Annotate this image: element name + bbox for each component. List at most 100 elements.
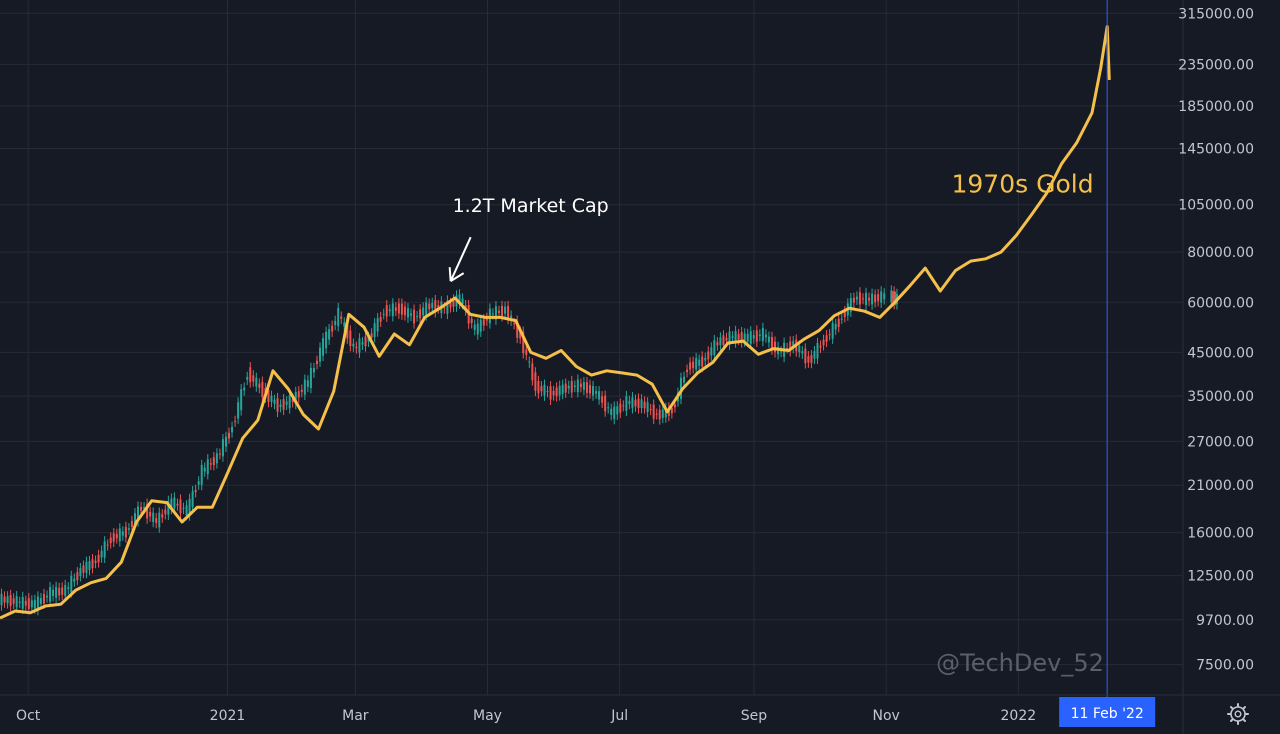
candle-body	[743, 333, 746, 342]
candle-body	[871, 293, 874, 305]
candle-body	[634, 399, 637, 407]
candle-body	[686, 369, 689, 373]
candle-body	[355, 346, 358, 349]
candle-body	[70, 575, 73, 593]
candle-body	[610, 408, 613, 416]
gear-icon[interactable]	[1227, 703, 1249, 725]
candle-body	[279, 404, 282, 408]
candle-body	[707, 351, 710, 360]
candle-body	[780, 351, 783, 353]
candle-body	[406, 308, 409, 318]
candle-body	[164, 509, 167, 515]
candle-body	[179, 499, 182, 514]
candle-body	[828, 334, 831, 336]
candle-body	[400, 303, 403, 315]
candle-body	[652, 404, 655, 419]
candle-body	[482, 319, 485, 326]
candle-body	[143, 507, 146, 509]
candle-body	[127, 528, 130, 530]
candle-body	[598, 391, 601, 400]
candle-body	[582, 382, 585, 390]
candle-body	[758, 334, 761, 336]
candle-body	[252, 375, 255, 382]
candle-body	[237, 402, 240, 419]
y-tick-label: 45000.00	[1187, 345, 1254, 361]
candle-body	[894, 296, 897, 301]
x-tick-label: Sep	[741, 708, 768, 724]
candle-body	[15, 596, 18, 608]
candle-body	[306, 380, 309, 387]
candle-body	[531, 363, 534, 381]
candle-body	[485, 317, 488, 321]
candle-body	[379, 316, 382, 322]
candle-body	[883, 293, 886, 300]
candle-body	[300, 389, 303, 392]
candle-body	[194, 489, 197, 493]
candle-body	[825, 335, 828, 342]
candle-body	[361, 342, 364, 345]
y-tick-label: 315000.00	[1178, 6, 1254, 22]
candle-body	[397, 303, 400, 314]
y-tick-label: 7500.00	[1196, 658, 1254, 674]
candle-body	[303, 379, 306, 395]
candle-body	[124, 526, 127, 538]
candle-body	[640, 399, 643, 408]
candle-body	[625, 396, 628, 411]
candle-body	[270, 395, 273, 402]
time-axis[interactable]: Oct 2021 Mar May Jul Sep Nov 2022	[16, 708, 1036, 724]
candle-body	[661, 409, 664, 418]
candle-body	[801, 351, 804, 354]
candle-body	[158, 512, 161, 528]
candle-body	[106, 544, 109, 546]
candle-body	[622, 405, 625, 407]
candle-body	[834, 324, 837, 330]
candle-body	[519, 331, 522, 339]
candle-body	[340, 316, 343, 319]
candle-body	[203, 467, 206, 472]
candle-body	[588, 384, 591, 394]
candle-body	[552, 390, 555, 396]
x-tick-label: Jul	[610, 708, 628, 724]
candle-body	[525, 349, 528, 355]
x-tick-label: Oct	[16, 708, 41, 724]
candle-body	[79, 568, 82, 577]
candle-body	[670, 408, 673, 414]
candle-body	[446, 300, 449, 314]
candle-body	[33, 599, 36, 609]
candle-body	[297, 391, 300, 398]
down-arrow-icon	[448, 236, 472, 283]
candle-body	[155, 518, 158, 523]
candle-body	[258, 383, 261, 388]
candle-body	[255, 377, 258, 387]
candle-body	[849, 298, 852, 312]
candle-body	[692, 361, 695, 369]
candle-body	[528, 361, 531, 363]
candle-body	[331, 325, 334, 332]
candle-body	[767, 336, 770, 343]
candle-body	[507, 305, 510, 319]
candle-body	[664, 407, 667, 418]
candle-body	[88, 561, 91, 570]
candle-body	[585, 382, 588, 393]
candle-body	[752, 335, 755, 339]
candle-body	[167, 500, 170, 515]
price-axis[interactable]: 315000.00 235000.00 185000.00 145000.00 1050…	[1178, 6, 1254, 673]
candle-body	[12, 598, 15, 604]
candle-body	[218, 453, 221, 455]
candle-body	[249, 367, 252, 383]
candle-body	[549, 386, 552, 400]
candle-body	[749, 331, 752, 344]
candle-body	[246, 376, 249, 380]
candle-body	[282, 399, 285, 410]
candle-body	[388, 309, 391, 312]
candle-body	[728, 331, 731, 345]
candle-body	[30, 600, 33, 608]
candle-body	[188, 498, 191, 516]
candle-body	[443, 307, 446, 309]
candle-body	[816, 343, 819, 359]
candle-body	[27, 598, 30, 609]
candle-body	[746, 333, 749, 342]
candle-body	[431, 302, 434, 309]
